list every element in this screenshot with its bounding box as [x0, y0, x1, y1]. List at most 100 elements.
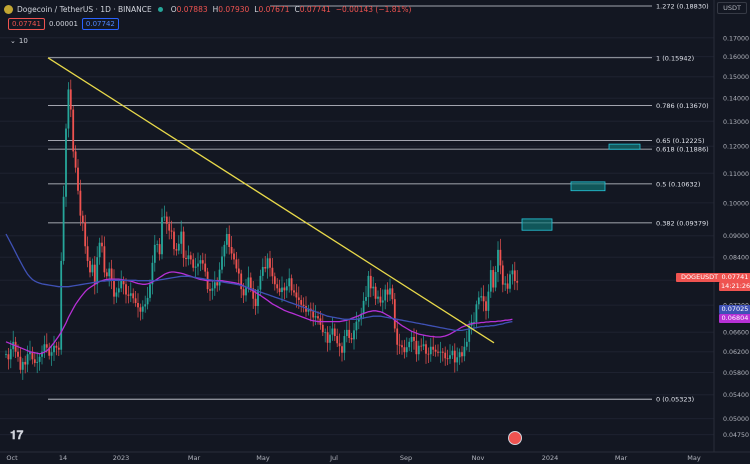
candle-body	[288, 278, 291, 287]
candle-body	[444, 352, 447, 359]
candle-body	[26, 354, 29, 365]
candle-body	[369, 275, 372, 289]
candle-body	[324, 332, 327, 334]
candle-body	[101, 242, 103, 247]
candle-body	[221, 256, 223, 270]
candle-body	[91, 264, 94, 273]
price-tick-label: 0.10000	[723, 200, 749, 207]
candle-body	[218, 269, 221, 286]
candle-body	[31, 351, 34, 360]
moving-averages	[5, 233, 513, 355]
candle-body	[156, 244, 159, 245]
candle-body	[480, 296, 483, 298]
candle-body	[489, 270, 492, 292]
candle-body	[36, 361, 39, 363]
time-tick-label: Nov	[472, 454, 485, 462]
candle-body	[477, 297, 480, 305]
candle-body	[264, 266, 267, 269]
candle-body	[180, 231, 183, 244]
candle-body	[235, 259, 238, 269]
candle-body	[139, 307, 142, 312]
candle-body	[463, 346, 466, 357]
fib-level-label: 0.5 (0.10632)	[656, 180, 700, 188]
candle-body	[187, 255, 190, 260]
trendline-group[interactable]	[47, 57, 495, 344]
candle-body	[168, 223, 171, 231]
candle-body	[245, 287, 247, 296]
candle-body	[254, 298, 257, 307]
candle-body	[249, 277, 252, 289]
fib-level-label: 1.272 (0.18830)	[656, 2, 709, 10]
candle-body	[396, 328, 399, 345]
candle-body	[504, 283, 507, 285]
candle-body	[465, 341, 468, 347]
target-zone-box[interactable]	[608, 143, 641, 150]
candle-body	[326, 332, 329, 343]
target-zone-box[interactable]	[570, 181, 606, 192]
candle-body	[45, 344, 48, 348]
candle-body	[41, 351, 43, 357]
candle-body	[403, 347, 406, 353]
candle-body	[307, 308, 310, 312]
candle-body	[12, 341, 15, 350]
candle-body	[357, 319, 360, 322]
candle-body	[271, 267, 274, 277]
candle-body	[69, 89, 72, 110]
time-tick-label: Mar	[615, 454, 628, 462]
time-tick-label: 2024	[542, 454, 559, 462]
candle-body	[65, 128, 67, 197]
us-flag-event-icon[interactable]	[508, 431, 522, 445]
symbol-title[interactable]: Dogecoin / TetherUS · 1D · BINANCE	[17, 4, 152, 14]
candle-body	[302, 304, 305, 307]
candle-body	[53, 345, 55, 353]
sell-price-button[interactable]: 0.07741	[8, 18, 45, 30]
target-zone-box[interactable]	[521, 218, 553, 231]
candle-body	[297, 297, 300, 301]
buy-price-button[interactable]: 0.07742	[81, 18, 119, 30]
candle-body	[290, 278, 293, 291]
ohlc-item: −0.00143 (−1.81%)	[336, 5, 412, 14]
candle-body	[365, 297, 367, 301]
ohlc-key: H	[212, 4, 219, 14]
currency-label[interactable]: USDT	[717, 2, 747, 14]
candle-body	[259, 275, 262, 290]
candle-body	[338, 343, 341, 347]
candle-body	[468, 325, 471, 342]
candle-body	[345, 329, 348, 337]
candle-body	[367, 275, 370, 298]
candle-body	[194, 266, 197, 268]
candle-body	[228, 233, 231, 247]
moving-average-purple-line	[5, 271, 513, 355]
time-axis[interactable]: Oct 14 2023 Mar May Jul Sep Nov 2024 Mar May	[0, 451, 750, 462]
candle-body	[120, 280, 123, 289]
price-tick-label: 0.16000	[723, 54, 749, 61]
candle-body	[408, 341, 411, 348]
moving-average-blue-line	[5, 233, 513, 332]
tradingview-logo-icon[interactable]: 𝟏𝟕	[10, 428, 24, 442]
candle-body	[398, 344, 401, 346]
candle-body	[209, 289, 211, 291]
ohlc-value: 0.07671	[258, 4, 290, 14]
candle-body	[437, 351, 439, 353]
candle-body	[19, 356, 22, 370]
spread-value: 0.00001	[48, 20, 78, 28]
price-tick-label: 0.13000	[723, 119, 749, 126]
fib-retracement[interactable]: 1 (0.15942) 0.786 (0.13670) 0.65 (0.12225)…	[48, 2, 709, 404]
candle-body	[273, 276, 276, 285]
candle-body	[401, 345, 403, 348]
indicators-toggle[interactable]: ⌄ 10	[10, 37, 28, 45]
candle-body	[237, 268, 240, 274]
price-tick-label: 0.05400	[723, 392, 749, 399]
candle-body	[55, 345, 58, 348]
candle-body	[374, 286, 377, 299]
candle-body	[377, 296, 379, 299]
candle-body	[144, 304, 147, 307]
chevron-down-icon: ⌄	[10, 37, 16, 45]
trendline[interactable]	[47, 57, 495, 344]
candle-body	[379, 296, 382, 303]
ohlc-value: −0.00143 (−1.81%)	[335, 4, 412, 14]
candle-body	[177, 243, 180, 251]
target-boxes[interactable]	[521, 143, 641, 231]
candle-body	[405, 347, 408, 353]
